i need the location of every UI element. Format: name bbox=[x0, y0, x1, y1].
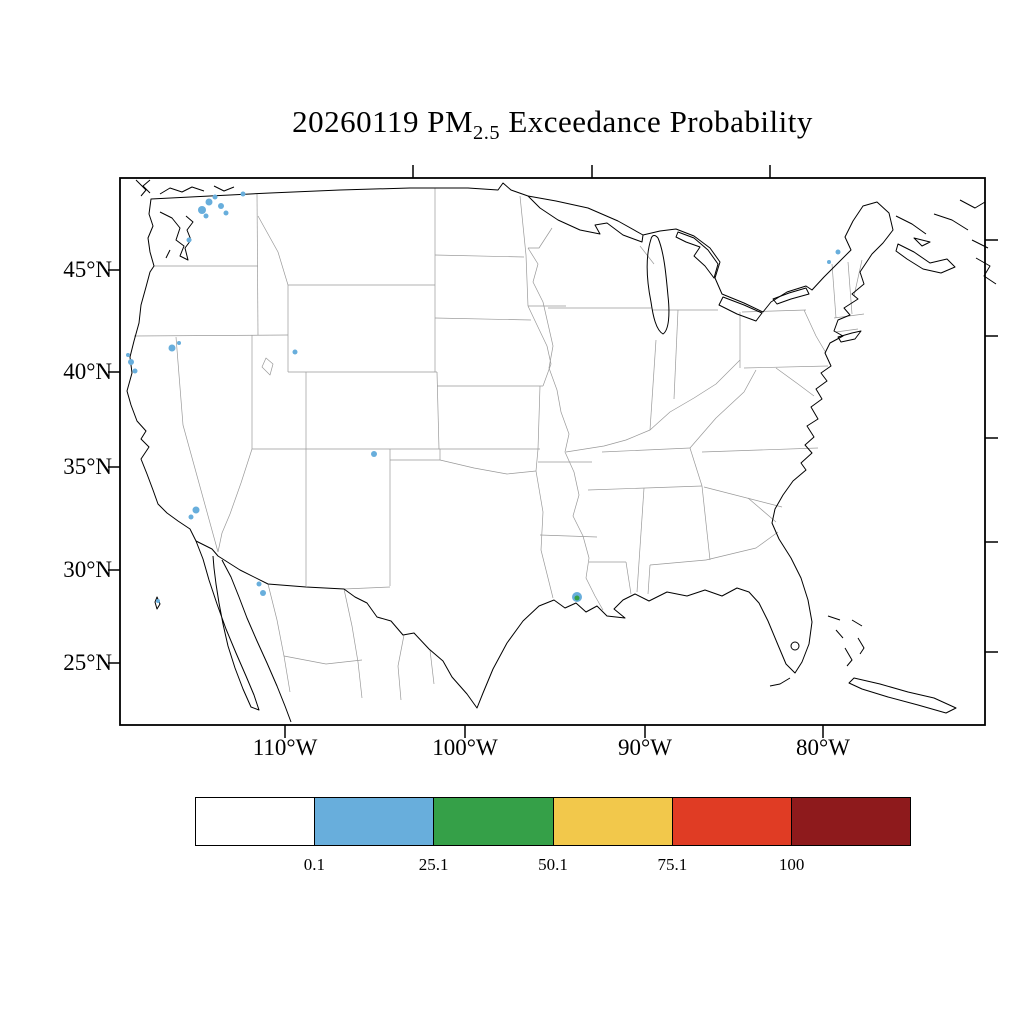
title-suffix: Exceedance Probability bbox=[500, 104, 813, 139]
colorbar-segment bbox=[671, 798, 791, 845]
exceedance-spot-north-cascades-washington bbox=[198, 206, 206, 214]
lat-tick-label: 45°N bbox=[63, 257, 112, 282]
exceedance-spots bbox=[126, 191, 841, 603]
exceedance-spot-southern-colorado-new-mexico bbox=[371, 451, 377, 457]
lat-tick-label: 30°N bbox=[63, 557, 112, 582]
figure-title: 20260119 PM2.5 Exceedance Probability bbox=[120, 104, 985, 145]
exceedance-spot-northern-california-coast bbox=[132, 368, 138, 374]
exceedance-spot-north-cascades-washington bbox=[212, 194, 218, 200]
lake-michigan bbox=[646, 235, 670, 335]
canada-coast bbox=[135, 179, 235, 197]
gulf-st-lawrence-coast bbox=[895, 199, 997, 285]
exceedance-spot-northeastern-california bbox=[168, 344, 176, 352]
colorbar bbox=[195, 797, 911, 846]
lon-tick-label: 80°W bbox=[796, 735, 850, 760]
lon-tick-label: 90°W bbox=[618, 735, 672, 760]
exceedance-spot-north-cascades-washington bbox=[218, 203, 224, 209]
puget-sound-coast bbox=[159, 211, 194, 261]
exceedance-spot-baja-offshore-island bbox=[156, 599, 160, 603]
state-boundaries bbox=[133, 188, 865, 611]
top-axis-ticks bbox=[412, 165, 771, 178]
exceedance-spot-north-cascades-washington bbox=[205, 198, 213, 206]
title-subscript: 2.5 bbox=[473, 122, 501, 145]
florida-keys bbox=[769, 677, 791, 687]
lake-erie bbox=[718, 296, 763, 322]
lake-huron bbox=[675, 231, 719, 279]
colorbar-segment bbox=[196, 798, 315, 845]
exceedance-spot-northeastern-california bbox=[177, 341, 181, 345]
cuba bbox=[848, 677, 957, 714]
colorbar-segment bbox=[433, 798, 553, 845]
exceedance-spot-northern-utah bbox=[292, 349, 298, 355]
exceedance-spot-idaho-panhandle-border bbox=[240, 191, 246, 197]
exceedance-spot-northern-california-coast bbox=[128, 359, 134, 365]
title-prefix: 20260119 PM bbox=[292, 104, 474, 139]
exceedance-spot-maine bbox=[835, 249, 841, 255]
nova-scotia bbox=[895, 237, 956, 274]
exceedance-spot-puget-sound bbox=[186, 237, 192, 243]
colorbar-segment bbox=[552, 798, 672, 845]
colorbar-segment bbox=[314, 798, 434, 845]
mexico-boundaries bbox=[267, 583, 435, 701]
bottom-axis-ticks bbox=[284, 725, 824, 738]
exceedance-spot-arizona-sonora-border bbox=[260, 590, 266, 596]
lake-ontario bbox=[772, 287, 810, 305]
lon-tick-label: 100°W bbox=[432, 735, 498, 760]
exceedance-spot-arizona-sonora-border bbox=[256, 581, 262, 587]
lon-tick-label: 110°W bbox=[252, 735, 318, 760]
lat-tick-label: 35°N bbox=[63, 454, 112, 479]
exceedance-spot-northern-california-coast bbox=[126, 353, 130, 357]
exceedance-spot-southern-california-coast bbox=[188, 514, 194, 520]
coastlines bbox=[126, 179, 997, 723]
exceedance-spot-southern-california-coast bbox=[192, 506, 200, 514]
exceedance-spot-north-cascades-washington bbox=[203, 213, 209, 219]
baja-california bbox=[195, 540, 260, 711]
lat-tick-label: 40°N bbox=[63, 359, 112, 384]
plot-frame bbox=[119, 177, 986, 726]
guadalupe-island bbox=[154, 596, 161, 610]
mexico-gulf-coast bbox=[221, 559, 292, 723]
conus-outline bbox=[126, 182, 894, 709]
right-axis-ticks bbox=[985, 239, 998, 653]
exceedance-spot-north-cascades-washington bbox=[223, 210, 229, 216]
left-axis-ticks bbox=[108, 269, 120, 664]
colorbar-segment bbox=[790, 798, 911, 845]
exceedance-spot-southern-louisiana bbox=[574, 595, 580, 601]
lake-superior bbox=[527, 195, 644, 243]
lake-okeechobee bbox=[790, 641, 800, 651]
exceedance-spot-new-hampshire-maine bbox=[827, 260, 831, 264]
bahamas bbox=[827, 615, 865, 667]
long-island bbox=[837, 330, 862, 343]
lat-tick-label: 25°N bbox=[63, 650, 112, 675]
